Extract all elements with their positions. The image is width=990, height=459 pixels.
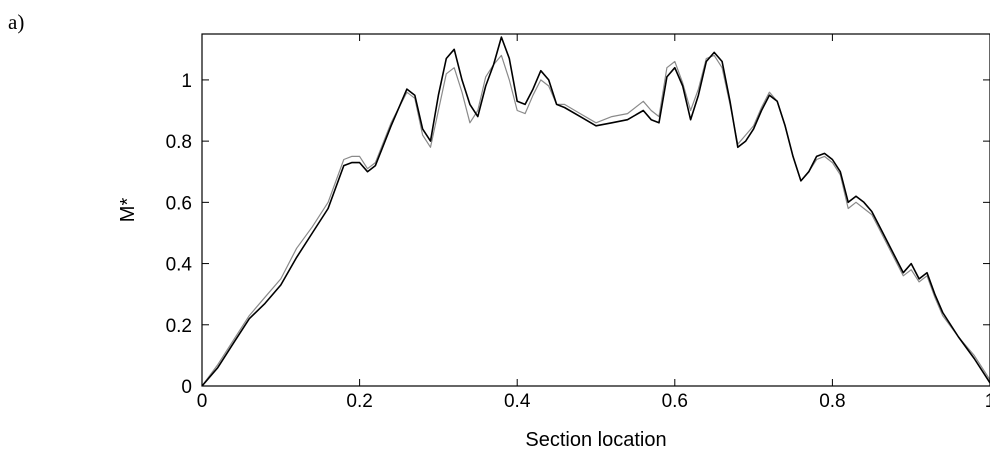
x-tick-label: 0 — [197, 391, 208, 412]
series-line-1 — [201, 36, 990, 387]
y-axis-ticks: 0 0.2 0.4 0.6 0.8 1 — [166, 71, 990, 398]
y-axis-label: M* — [117, 198, 139, 223]
series-layer — [201, 36, 990, 387]
y-tick-label: 1 — [181, 71, 192, 92]
panel-label: a) — [8, 10, 25, 34]
x-tick-label: 0.6 — [662, 391, 688, 412]
x-tick-label: 0.8 — [819, 391, 845, 412]
x-tick-label: 1 — [985, 391, 990, 412]
y-tick-label: 0 — [181, 377, 192, 398]
x-tick-label: 0.2 — [346, 391, 372, 412]
x-axis-label: Section location — [525, 429, 666, 451]
y-tick-label: 0.4 — [166, 255, 193, 276]
x-tick-label: 0.4 — [504, 391, 531, 412]
y-tick-label: 0.8 — [166, 132, 192, 153]
plot-area-frame — [201, 33, 990, 387]
x-axis-ticks: 0 0.2 0.4 0.6 0.8 1 — [197, 34, 990, 412]
y-tick-label: 0.2 — [166, 316, 192, 337]
y-tick-label: 0.6 — [166, 193, 192, 214]
series-line-2 — [201, 54, 990, 387]
